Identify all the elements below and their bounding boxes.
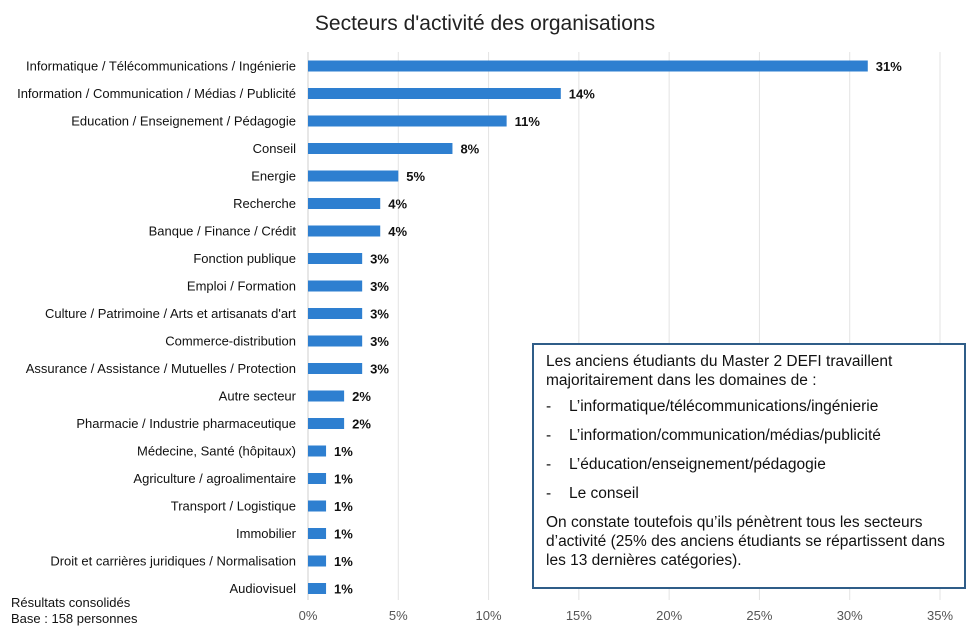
category-label: Immobilier	[236, 526, 297, 541]
bar	[308, 528, 327, 539]
data-label: 31%	[876, 59, 902, 74]
category-label: Médecine, Santé (hôpitaux)	[137, 444, 296, 459]
x-tick-label: 0%	[299, 608, 318, 623]
bullet-dash: -	[546, 485, 552, 502]
data-label: 8%	[460, 142, 479, 157]
callout-list-item: - L’informatique/télécommunications/ingén…	[546, 397, 952, 416]
data-label: 1%	[334, 444, 353, 459]
category-label: Banque / Finance / Crédit	[149, 224, 297, 239]
data-label: 3%	[370, 252, 389, 267]
bar	[308, 445, 327, 457]
category-label: Culture / Patrimoine / Arts et artisanat…	[45, 306, 296, 321]
data-label: 11%	[515, 114, 541, 129]
data-label: 5%	[406, 169, 425, 184]
category-label: Recherche	[233, 196, 296, 211]
bar	[308, 60, 868, 72]
bullet-dash: -	[546, 398, 552, 415]
x-tick-label: 35%	[927, 608, 953, 623]
bar	[308, 390, 345, 402]
bar	[308, 473, 327, 484]
category-label: Informatique / Télécommunications / Ingé…	[26, 59, 296, 74]
data-label: 4%	[388, 224, 407, 239]
bar	[308, 363, 363, 374]
data-label: 2%	[352, 389, 371, 404]
callout-item-text: L’information/communication/médias/publi…	[569, 427, 881, 444]
bar	[308, 253, 363, 264]
bar	[308, 143, 453, 154]
bar	[308, 170, 399, 182]
data-label: 3%	[370, 279, 389, 294]
bullet-dash: -	[546, 427, 552, 444]
x-tick-label: 20%	[656, 608, 682, 623]
data-label: 1%	[334, 582, 353, 597]
bar	[308, 418, 345, 429]
footnote-base: Base : 158 personnes	[11, 611, 138, 626]
bar	[308, 335, 363, 347]
category-label: Droit et carrières juridiques / Normalis…	[50, 554, 296, 569]
callout-outro: On constate toutefois qu’ils pénètrent t…	[546, 514, 945, 569]
callout-item-text: L’informatique/télécommunications/ingéni…	[569, 398, 879, 415]
data-label: 1%	[334, 527, 353, 542]
category-label: Audiovisuel	[230, 581, 297, 596]
callout-item-text: L’éducation/enseignement/pédagogie	[569, 456, 826, 473]
data-label: 1%	[334, 499, 353, 514]
callout-list: - L’informatique/télécommunications/ingén…	[546, 397, 952, 503]
bar	[308, 555, 327, 567]
bar	[308, 225, 381, 237]
category-label: Education / Enseignement / Pédagogie	[71, 114, 296, 129]
category-label: Transport / Logistique	[171, 499, 296, 514]
callout-intro: Les anciens étudiants du Master 2 DEFI t…	[546, 353, 893, 389]
callout-list-item: - Le conseil	[546, 484, 952, 503]
data-label: 3%	[370, 334, 389, 349]
bar	[308, 583, 327, 594]
footnote: Résultats consolidés Base : 158 personne…	[11, 595, 137, 627]
bar	[308, 280, 363, 292]
bullet-dash: -	[546, 456, 552, 473]
bar	[308, 500, 327, 512]
x-tick-label: 30%	[837, 608, 863, 623]
category-label: Assurance / Assistance / Mutuelles / Pro…	[26, 361, 296, 376]
data-label: 3%	[370, 362, 389, 377]
x-tick-label: 5%	[389, 608, 408, 623]
footnote-results: Résultats consolidés	[11, 595, 131, 610]
bar	[308, 198, 381, 209]
data-label: 4%	[388, 197, 407, 212]
category-label: Conseil	[253, 141, 296, 156]
category-label: Information / Communication / Médias / P…	[17, 86, 296, 101]
category-label: Energie	[251, 169, 296, 184]
data-label: 14%	[569, 87, 595, 102]
x-tick-label: 10%	[476, 608, 502, 623]
x-tick-label: 15%	[566, 608, 592, 623]
bar	[308, 308, 363, 319]
data-label: 1%	[334, 472, 353, 487]
category-label: Autre secteur	[219, 389, 297, 404]
x-tick-label: 25%	[746, 608, 772, 623]
summary-callout-box: Les anciens étudiants du Master 2 DEFI t…	[532, 343, 966, 589]
bar	[308, 115, 507, 127]
callout-item-text: Le conseil	[569, 485, 639, 502]
chart-title: Secteurs d'activité des organisations	[314, 12, 656, 35]
bar	[308, 88, 561, 99]
data-label: 2%	[352, 417, 371, 432]
category-label: Pharmacie / Industrie pharmaceutique	[76, 416, 296, 431]
category-label: Fonction publique	[193, 251, 296, 266]
category-label: Emploi / Formation	[187, 279, 296, 294]
callout-list-item: - L’information/communication/médias/publ…	[546, 426, 952, 445]
category-label: Agriculture / agroalimentaire	[133, 471, 296, 486]
data-label: 3%	[370, 307, 389, 322]
category-label: Commerce-distribution	[165, 334, 296, 349]
data-label: 1%	[334, 554, 353, 569]
callout-list-item: - L’éducation/enseignement/pédagogie	[546, 455, 952, 474]
